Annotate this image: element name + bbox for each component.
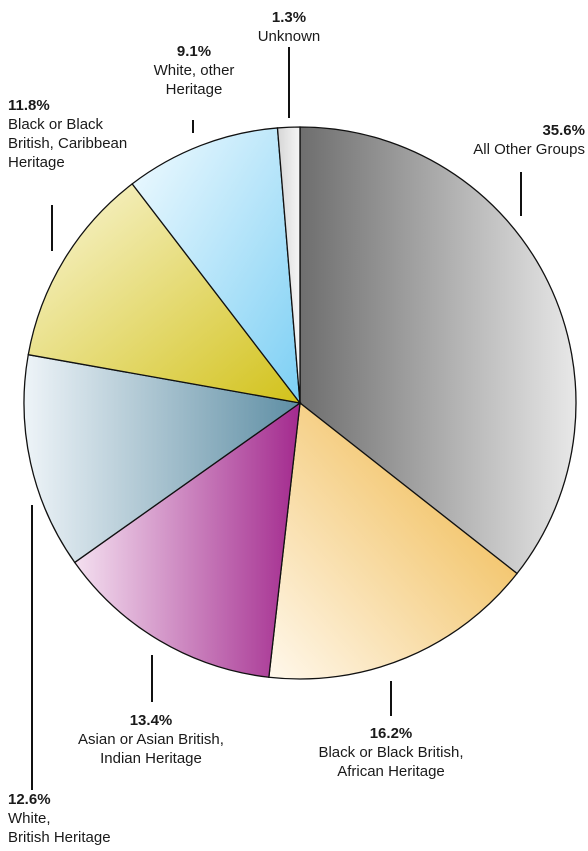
pie-slice [27, 182, 302, 404]
slice-category-label: Black or Black [8, 116, 104, 133]
slice-category-label: All Other Groups [473, 141, 585, 158]
slice-category-label: Indian Heritage [100, 750, 202, 767]
slice-percent-label: 11.8% [8, 97, 50, 114]
slice-percent-label: 16.2% [370, 725, 413, 742]
slice-percent-label: 9.1% [177, 43, 211, 60]
slice-category-label: White, other [154, 62, 235, 79]
slice-category-label: British Heritage [8, 829, 111, 846]
slice-category-label: African Heritage [337, 763, 445, 780]
slice-category-label: Unknown [258, 28, 321, 45]
slice-category-label: British, Caribbean [8, 135, 127, 152]
slice-category-label: Heritage [8, 154, 65, 171]
slice-category-label: White, [8, 810, 51, 827]
pie-slice [268, 401, 518, 680]
slice-category-label: Black or Black British, [318, 744, 463, 761]
slice-percent-label: 35.6% [542, 122, 585, 139]
slice-percent-label: 1.3% [272, 9, 306, 26]
pie-slice [299, 126, 577, 575]
slice-percent-label: 12.6% [8, 791, 51, 808]
slice-percent-label: 13.4% [130, 712, 173, 729]
pie-slice [276, 126, 301, 404]
pie-slice [73, 401, 301, 678]
slice-category-label: Heritage [166, 81, 223, 98]
pie-slice [131, 127, 301, 406]
slice-category-label: Asian or Asian British, [78, 731, 224, 748]
pie-slice [23, 353, 302, 564]
